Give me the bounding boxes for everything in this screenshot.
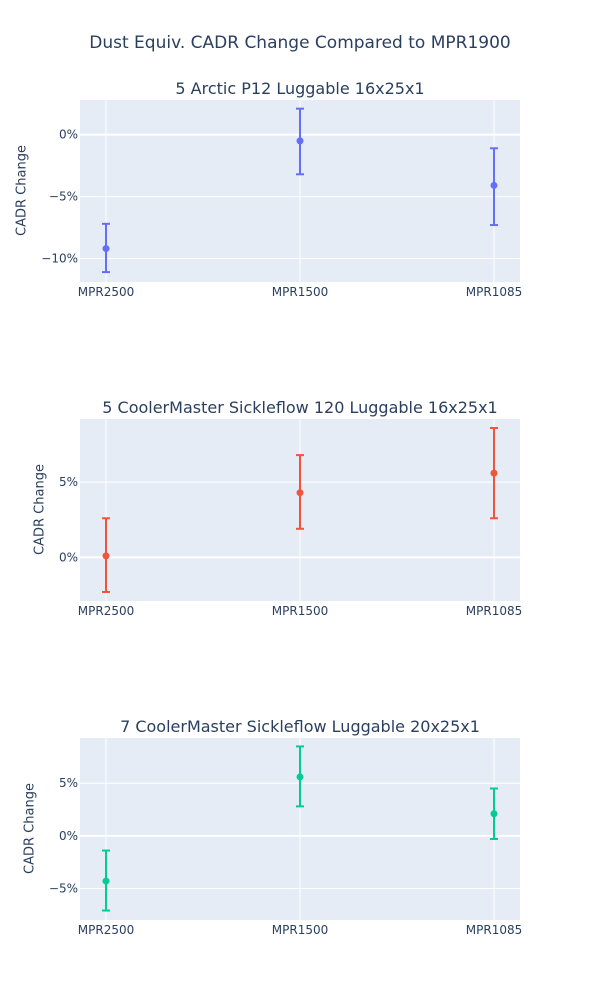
x-tick-label: MPR2500 [78,285,134,299]
x-tick-label: MPR2500 [78,923,134,937]
x-tick-label: MPR1085 [466,285,522,299]
y-tick-label: −5% [49,881,78,895]
data-point[interactable] [490,147,498,227]
y-tick-label: 0% [59,829,78,843]
y-tick-label: −5% [49,190,78,204]
x-tick-label: MPR1085 [466,604,522,618]
data-point[interactable] [490,787,498,840]
x-tick-label: MPR1500 [272,923,328,937]
data-point[interactable] [102,849,110,912]
data-point[interactable] [102,517,110,593]
y-tick-label: −10% [41,251,78,265]
data-point[interactable] [102,222,110,274]
y-tick-label: 0% [59,128,78,142]
subplot-title: 5 CoolerMaster Sickleflow 120 Luggable 1… [102,398,498,417]
y-tick-label: 5% [59,776,78,790]
x-tick-label: MPR1085 [466,923,522,937]
x-tick-label: MPR2500 [78,604,134,618]
subplot-title: 5 Arctic P12 Luggable 16x25x1 [175,79,425,98]
subplot-title: 7 CoolerMaster Sickleflow Luggable 20x25… [120,717,480,736]
y-tick-label: 0% [59,550,78,564]
data-point[interactable] [490,427,498,520]
data-point[interactable] [296,745,304,808]
x-tick-label: MPR1500 [272,285,328,299]
y-tick-label: 5% [59,475,78,489]
data-point[interactable] [296,107,304,176]
chart-main-title: Dust Equiv. CADR Change Compared to MPR1… [89,33,511,53]
data-point[interactable] [296,454,304,530]
x-tick-label: MPR1500 [272,604,328,618]
